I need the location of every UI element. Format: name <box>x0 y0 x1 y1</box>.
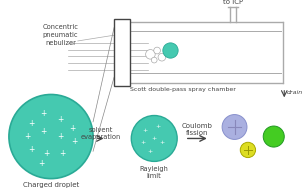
Circle shape <box>263 126 284 147</box>
Text: +: + <box>148 149 153 154</box>
Text: Charged droplet: Charged droplet <box>23 182 79 188</box>
Text: to ICP: to ICP <box>223 0 243 5</box>
Circle shape <box>240 142 256 158</box>
Text: Coulomb
fission: Coulomb fission <box>182 123 213 136</box>
Circle shape <box>151 57 157 63</box>
Text: +: + <box>38 159 45 168</box>
Circle shape <box>158 53 166 61</box>
Circle shape <box>9 94 93 179</box>
Text: +: + <box>140 140 145 145</box>
Text: +: + <box>71 137 77 146</box>
Text: Concentric
pneumatic
nebulizer: Concentric pneumatic nebulizer <box>43 24 78 46</box>
Text: +: + <box>24 132 30 141</box>
Text: +: + <box>57 115 64 124</box>
Text: +: + <box>59 149 66 158</box>
Bar <box>114 19 130 86</box>
Text: Rayleigh
limit: Rayleigh limit <box>140 166 169 179</box>
Text: +: + <box>43 149 49 158</box>
Circle shape <box>222 115 247 139</box>
Circle shape <box>145 50 155 59</box>
Text: +: + <box>142 128 147 133</box>
Text: drain: drain <box>287 90 303 95</box>
Text: +: + <box>152 136 157 141</box>
Text: +: + <box>57 132 64 141</box>
Circle shape <box>131 115 177 161</box>
Text: +: + <box>29 119 35 128</box>
Text: +: + <box>156 125 161 129</box>
Text: Scott double-pass spray chamber: Scott double-pass spray chamber <box>130 87 236 92</box>
Text: +: + <box>69 124 75 133</box>
Text: solvent
evaporation: solvent evaporation <box>81 127 121 140</box>
Circle shape <box>154 47 160 54</box>
Circle shape <box>163 43 178 58</box>
Text: +: + <box>40 109 47 118</box>
Text: +: + <box>29 146 35 154</box>
Text: +: + <box>40 127 47 136</box>
Text: +: + <box>159 140 164 145</box>
